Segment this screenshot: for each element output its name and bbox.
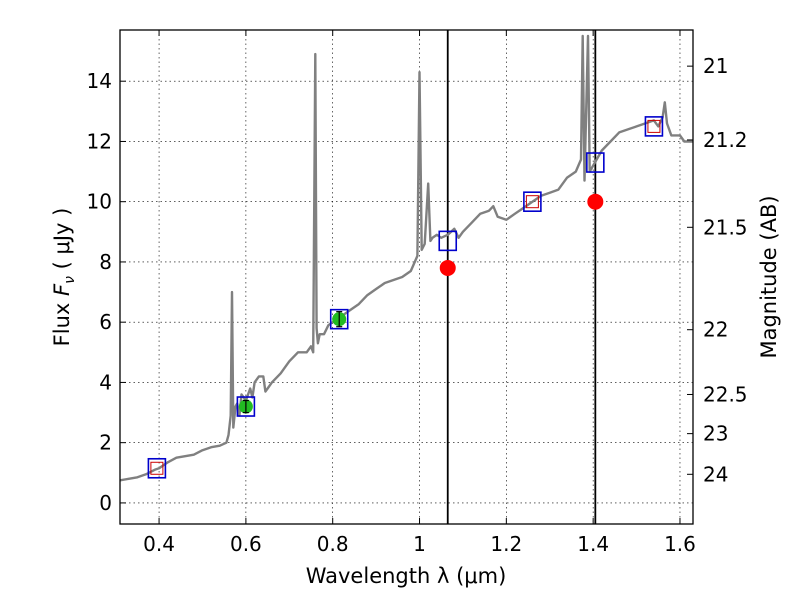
x-tick-label: 0.6 bbox=[230, 532, 262, 556]
y-tick-label: 8 bbox=[99, 250, 112, 274]
right-tick-label: 21 bbox=[703, 54, 728, 78]
model-photometry-marker bbox=[147, 457, 167, 479]
model-photometry-marker bbox=[236, 396, 256, 417]
y-tick-label: 0 bbox=[99, 491, 112, 515]
y-tick-label: 12 bbox=[87, 129, 112, 153]
y-axis-label: Flux Fν ( μJy ) bbox=[50, 208, 78, 347]
y-tick-label: 2 bbox=[99, 431, 112, 455]
data-layer bbox=[120, 30, 693, 524]
y-tick-label: 4 bbox=[99, 370, 112, 394]
photometry-marker bbox=[647, 119, 661, 133]
x-tick-label: 1.2 bbox=[490, 532, 522, 556]
y-tick-label: 10 bbox=[87, 190, 112, 214]
right-axis-label: Magnitude (AB) bbox=[757, 195, 781, 358]
model-photometry-marker bbox=[438, 230, 458, 252]
right-tick-label: 24 bbox=[703, 462, 728, 486]
upper-limit-marker bbox=[439, 259, 456, 276]
y-tick-label: 6 bbox=[99, 310, 112, 334]
model-photometry-marker bbox=[523, 191, 542, 212]
upper-limit-marker bbox=[587, 193, 604, 210]
y-tick-label: 14 bbox=[87, 69, 112, 93]
spectrum-line bbox=[120, 34, 693, 482]
right-tick-label: 21.5 bbox=[703, 215, 748, 239]
model-photometry-marker bbox=[329, 308, 349, 330]
x-axis-label: Wavelength λ (μm) bbox=[306, 564, 507, 588]
x-tick-label: 0.8 bbox=[317, 532, 349, 556]
model-photometry-marker bbox=[644, 116, 664, 137]
photometry-marker bbox=[525, 195, 539, 209]
model-photometry-marker bbox=[586, 152, 605, 173]
axis-ticks: 0.4 0.6 0.8 1 1.2 1.4 1.6024681012142121.221.5… bbox=[87, 30, 748, 556]
plot-area bbox=[120, 34, 693, 482]
x-tick-label: 1.6 bbox=[664, 532, 696, 556]
right-tick-label: 23 bbox=[703, 422, 728, 446]
plot-frame bbox=[119, 29, 694, 525]
right-tick-label: 22 bbox=[703, 318, 728, 342]
right-tick-label: 22.5 bbox=[703, 382, 748, 406]
photometry-marker bbox=[150, 461, 164, 475]
right-tick-label: 21.2 bbox=[703, 128, 748, 152]
x-tick-label: 1 bbox=[413, 532, 426, 556]
x-tick-label: 0.4 bbox=[143, 532, 175, 556]
x-tick-label: 1.4 bbox=[577, 532, 609, 556]
